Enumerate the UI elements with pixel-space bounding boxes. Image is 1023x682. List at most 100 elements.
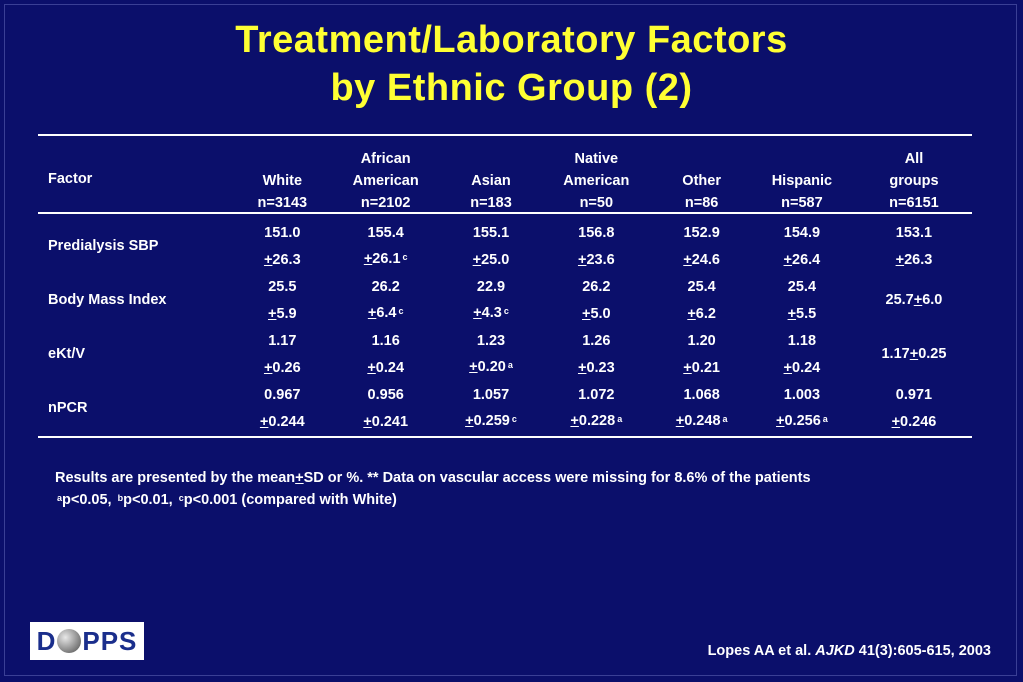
table-bottom-rule [38, 436, 972, 438]
sd-cell: +0.21 [655, 354, 748, 381]
sd-value: 4.3 [481, 305, 502, 321]
mean-cell: 156.8 [578, 224, 615, 241]
sd-value: 0.23 [586, 359, 615, 376]
column-header-line: groups [889, 173, 939, 189]
sd-cell: +0.23 [537, 354, 655, 381]
sd-cell: +5.9 [238, 300, 327, 327]
slide-title: Treatment/Laboratory Factors by Ethnic G… [0, 16, 1023, 112]
footnotes: Results are presented by the mean+SD or … [55, 467, 811, 512]
row-factor-label: Predialysis SBP [48, 238, 159, 254]
table-header-rule [38, 212, 972, 214]
sd-cell: +0.24 [327, 354, 445, 381]
plus-minus: + [577, 359, 587, 376]
column-header: African American n=2102 [327, 139, 445, 219]
mean-cell: 1.068 [683, 386, 720, 403]
table-row-sd: +5.9 +6.4 c +4.3 c +5.0 +6.2 +5.5 [38, 300, 972, 327]
mean-cell: 1.26 [582, 332, 611, 349]
mean-cell: 1.17 [268, 332, 297, 349]
sd-value: 0.241 [371, 413, 409, 430]
mean-cell: 1.18 [787, 332, 817, 349]
mean-cell: 153.1 [895, 224, 933, 241]
sd-value: 24.6 [691, 251, 720, 268]
mean-cell: 152.9 [683, 224, 720, 241]
sd-value: 23.6 [586, 251, 615, 268]
mean-cell: 155.1 [472, 224, 510, 241]
all-groups-cell: 25.7+6.0 [856, 273, 972, 327]
column-header-line: n=2102 [360, 195, 411, 211]
plus-minus: + [787, 305, 797, 322]
sd-value: 5.9 [276, 305, 297, 322]
plus-minus: + [363, 413, 372, 430]
plus-minus: + [776, 413, 785, 429]
column-header-line: n=587 [781, 195, 823, 211]
sd-cell: +25.0 [445, 246, 538, 273]
mean-cell: 155.4 [367, 224, 404, 241]
significance-marker: a [617, 414, 623, 424]
sd-cell: +0.246 [856, 408, 972, 435]
significance-marker: c [402, 252, 408, 262]
header-row: Factor White n=3143 African American n=2102 As… [38, 139, 972, 219]
mean-cell: 0.971 [895, 386, 933, 403]
dopps-logo: D PPS [30, 622, 144, 660]
mean-cell: 1.20 [687, 332, 716, 349]
sd-value: 0.259 [473, 413, 510, 429]
sd-cell: +24.6 [655, 246, 748, 273]
mean-cell: 1.057 [472, 386, 510, 403]
plus-minus: + [263, 251, 273, 268]
plus-minus: + [683, 359, 692, 376]
plus-minus: + [891, 413, 901, 430]
table-row-mean: nPCR 0.967 0.956 1.057 1.072 1.068 1.003 0.971 [38, 381, 972, 417]
column-header-line: All [904, 151, 924, 167]
table-row-mean: Body Mass Index 25.5 26.2 22.9 26.2 25.4 25.4 2… [38, 273, 972, 309]
sd-cell: +4.3 c [445, 300, 538, 327]
all-groups-sd: 6.0 [922, 292, 943, 308]
mean-cell: 1.23 [476, 332, 506, 349]
plus-minus: + [367, 305, 377, 321]
sd-value: 0.228 [578, 413, 616, 429]
plus-minus: + [895, 251, 905, 268]
plus-minus: + [909, 346, 919, 362]
globe-icon [57, 629, 82, 653]
column-header-line: American [352, 173, 419, 189]
column-header-line: n=6151 [889, 195, 939, 211]
sd-cell: +0.259 c [445, 408, 538, 435]
table-row-sd: +26.3 +26.1 c +25.0 +23.6 +24.6 +26.4 +26.3 [38, 246, 972, 273]
slide-frame [4, 4, 1017, 676]
plus-minus: + [469, 359, 478, 375]
column-header-line: White [262, 173, 303, 189]
mean-cell: 26.2 [582, 278, 611, 295]
column-header-line: n=50 [579, 195, 614, 211]
sd-cell: +6.4 c [327, 300, 445, 327]
mean-cell: 0.967 [264, 386, 301, 403]
sd-value: 0.24 [792, 359, 821, 376]
column-header-line: Hispanic [771, 173, 833, 189]
sd-cell: +26.4 [748, 246, 856, 273]
column-header: Other n=86 [655, 139, 748, 219]
row-factor-label: Body Mass Index [48, 292, 167, 308]
plus-minus: + [577, 251, 587, 268]
table-row-mean: eKt/V 1.17 1.16 1.23 1.26 1.20 1.18 1.17+0.25 [38, 327, 972, 363]
footnote-significance: ap<0.05, bp<0.01, cp<0.001 (compared wit… [57, 492, 397, 508]
sd-cell: +0.244 [238, 408, 327, 435]
column-header: All groups n=6151 [856, 139, 972, 219]
table-top-rule [38, 134, 972, 136]
sd-cell: +5.5 [748, 300, 856, 327]
plus-minus: + [263, 359, 273, 376]
mean-cell: 0.956 [367, 386, 404, 403]
sd-value: 5.0 [590, 305, 611, 322]
column-header: White n=3143 [238, 139, 327, 219]
plus-minus: + [267, 305, 277, 322]
column-header-line: Other [682, 173, 721, 189]
plus-minus: + [363, 251, 373, 267]
sd-value: 26.3 [272, 251, 301, 268]
significance-marker: c [398, 306, 404, 316]
column-header: Native American n=50 [537, 139, 655, 219]
title-line-2: by Ethnic Group (2) [330, 67, 693, 109]
plus-minus: + [913, 292, 923, 308]
sd-value: 5.5 [796, 305, 817, 322]
plus-minus: + [683, 251, 692, 268]
significance-marker: a [507, 360, 513, 370]
sd-value: 26.3 [904, 251, 933, 268]
row-factor-label: nPCR [48, 400, 88, 416]
sd-cell: +0.228 a [537, 408, 655, 435]
